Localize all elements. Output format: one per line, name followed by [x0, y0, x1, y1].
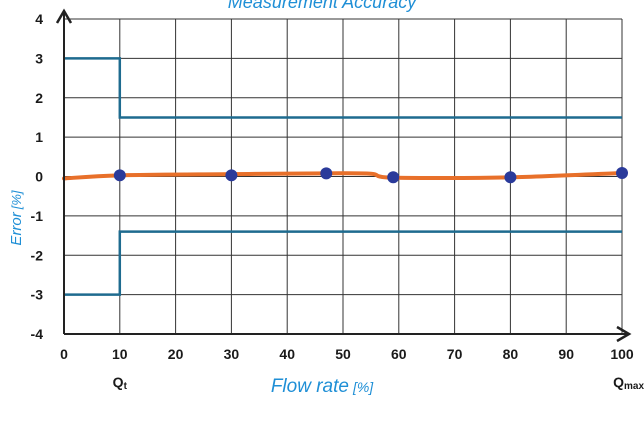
measured-points-group — [113, 166, 628, 184]
upper-limit-line — [64, 57, 622, 119]
y-tick-labels: 4 3 2 1 0 -1 -2 -3 -4 — [31, 11, 44, 342]
x-tick-label: 50 — [335, 346, 351, 362]
x-axis-label: Flow rate [%] — [271, 376, 374, 397]
y-tick-label: -2 — [31, 247, 44, 263]
chart-title: Measurement Accuracy — [228, 0, 417, 12]
measured-point — [387, 171, 400, 184]
x-tick-label: 10 — [112, 346, 128, 362]
annotations: Qt Qmax — [113, 374, 644, 392]
y-tick-label: -1 — [31, 208, 44, 224]
grid — [64, 18, 623, 334]
y-tick-label: 1 — [35, 129, 43, 145]
x-tick-label: 70 — [447, 346, 463, 362]
limit-lines — [64, 57, 622, 296]
y-axis-unit: [%] — [9, 190, 24, 210]
q-annotation-sub: t — [124, 381, 128, 392]
y-tick-label: 4 — [35, 11, 43, 27]
x-tick-label: 30 — [224, 346, 240, 362]
y-axis-arrow — [55, 8, 73, 24]
q-annotation: Qmax — [613, 374, 644, 392]
x-tick-label: 40 — [279, 346, 295, 362]
x-tick-label: 0 — [60, 346, 68, 362]
x-tick-label: 90 — [558, 346, 574, 362]
x-axis-unit: [%] — [352, 379, 374, 395]
x-tick-labels: 0 10 20 30 40 50 60 70 80 90 100 — [60, 346, 634, 362]
lower-limit-line — [64, 230, 622, 296]
y-tick-label: 3 — [35, 50, 43, 66]
x-tick-label: 60 — [391, 346, 407, 362]
q-annotation-sub: max — [624, 381, 644, 392]
measured-point — [225, 169, 238, 182]
x-axis-title: Flow rate — [271, 376, 349, 397]
x-tick-label: 80 — [503, 346, 519, 362]
x-axis-arrow — [616, 325, 632, 343]
q-annotation: Qt — [113, 374, 128, 392]
x-tick-label: 20 — [168, 346, 184, 362]
y-axis-title: Error — [8, 211, 25, 245]
y-tick-label: 0 — [35, 169, 43, 185]
x-tick-label: 100 — [610, 346, 634, 362]
y-tick-label: -3 — [31, 287, 44, 303]
q-annotation-main: Q — [113, 374, 124, 390]
y-tick-label: -4 — [31, 326, 44, 342]
y-tick-label: 2 — [35, 90, 43, 106]
axes — [55, 8, 632, 343]
measured-point — [616, 166, 628, 179]
y-axis-label: Error[%] — [8, 190, 25, 246]
q-annotation-main: Q — [613, 374, 624, 390]
measured-point — [320, 167, 333, 180]
measured-point — [504, 171, 517, 184]
measured-point — [113, 169, 126, 182]
